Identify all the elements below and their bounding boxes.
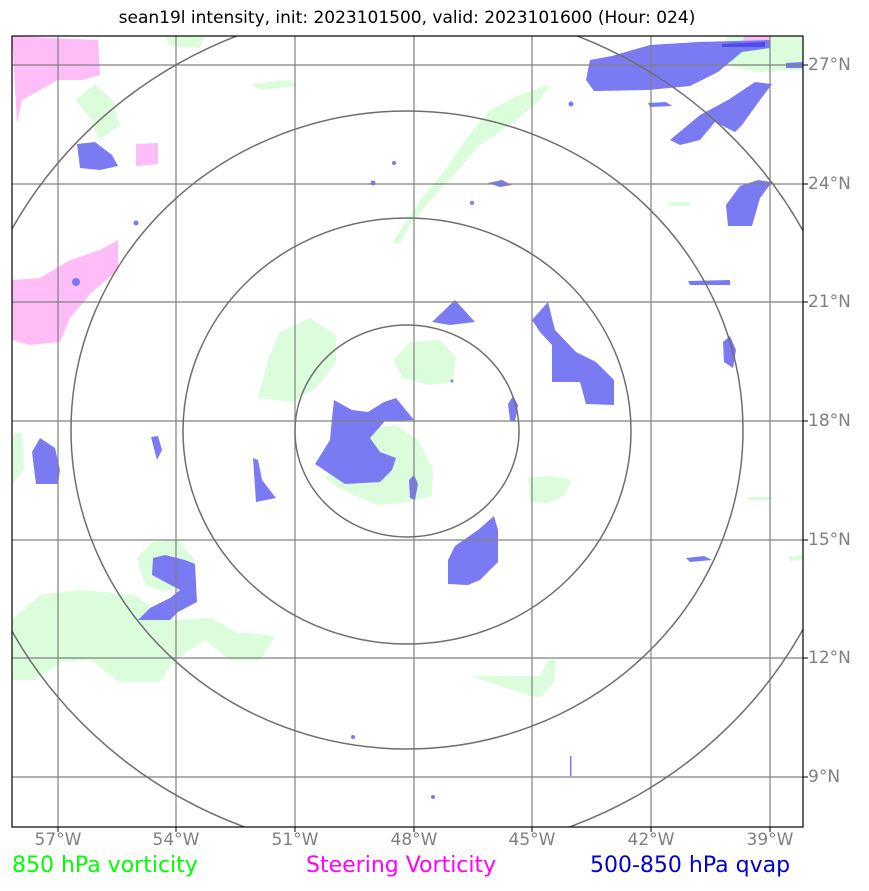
lat-label-15n: 15°N	[808, 530, 851, 550]
lon-label-39w: 39°W	[746, 830, 794, 850]
qvap-region	[432, 300, 475, 325]
qvap-dot	[133, 220, 139, 226]
qvap-region	[151, 436, 162, 460]
range-ring-1	[294, 324, 520, 538]
qvap-region	[722, 42, 765, 47]
qvap-fields	[32, 40, 803, 799]
steer-region	[12, 36, 100, 124]
lat-label-9n: 9°N	[808, 767, 841, 787]
vort-region	[75, 84, 120, 140]
qvap-dot	[470, 201, 474, 205]
legend-qvap: 500-850 hPa qvap	[590, 853, 791, 878]
plot-frame	[11, 35, 804, 828]
vort-region	[12, 432, 24, 485]
qvap-region	[32, 438, 60, 484]
lon-label-45w: 45°W	[508, 830, 556, 850]
qvap-region	[648, 102, 672, 107]
qvap-dot	[72, 278, 80, 286]
vort-region	[394, 340, 456, 385]
qvap-dot	[392, 161, 396, 165]
lat-label-21n: 21°N	[808, 292, 851, 312]
map-layers	[12, 36, 803, 799]
qvap-region	[726, 180, 772, 226]
qvap-region	[77, 142, 118, 170]
vort-region	[748, 497, 772, 500]
qvap-region	[532, 302, 614, 405]
qvap-region	[448, 516, 498, 585]
qvap-region	[688, 280, 730, 285]
qvap-region	[138, 555, 197, 620]
gridlines	[12, 36, 803, 827]
lon-label-54w: 54°W	[152, 830, 200, 850]
range-ring-2	[182, 217, 632, 645]
qvap-region	[315, 398, 414, 484]
vort-region	[528, 476, 572, 503]
qvap-streak	[570, 756, 572, 776]
lon-label-51w: 51°W	[271, 830, 319, 850]
range-rings	[12, 36, 803, 827]
vort-region	[258, 318, 336, 402]
vort-region	[470, 660, 556, 698]
legend-steering-vorticity: Steering Vorticity	[306, 853, 497, 878]
lat-label-12n: 12°N	[808, 648, 851, 668]
vort-region	[392, 84, 550, 243]
lon-label-48w: 48°W	[390, 830, 438, 850]
lon-label-42w: 42°W	[627, 830, 675, 850]
qvap-dot	[370, 180, 376, 186]
qvap-dot	[568, 101, 574, 107]
qvap-region	[723, 336, 736, 368]
qvap-dot	[431, 795, 435, 799]
qvap-region	[686, 556, 712, 562]
lon-label-57w: 57°W	[34, 830, 82, 850]
axis-ticks	[57, 64, 808, 832]
range-ring-4	[12, 36, 803, 827]
vort-region	[666, 202, 690, 206]
lat-label-27n: 27°N	[808, 55, 851, 75]
vort-region	[12, 590, 275, 682]
qvap-region	[670, 82, 772, 145]
map-title: sean19l intensity, init: 2023101500, val…	[118, 8, 696, 28]
lat-label-24n: 24°N	[808, 174, 851, 194]
qvap-dot	[450, 379, 454, 383]
legend-850-vorticity: 850 hPa vorticity	[12, 853, 198, 878]
qvap-region	[253, 458, 276, 502]
qvap-dot	[351, 735, 355, 739]
vort-region	[252, 80, 298, 90]
lat-label-18n: 18°N	[808, 411, 851, 431]
steer-region	[12, 240, 118, 345]
range-ring-3	[70, 110, 744, 750]
vorticity-850-fields	[12, 36, 803, 698]
steer-region	[136, 143, 158, 166]
vort-region	[788, 555, 803, 561]
vort-region	[165, 36, 205, 48]
